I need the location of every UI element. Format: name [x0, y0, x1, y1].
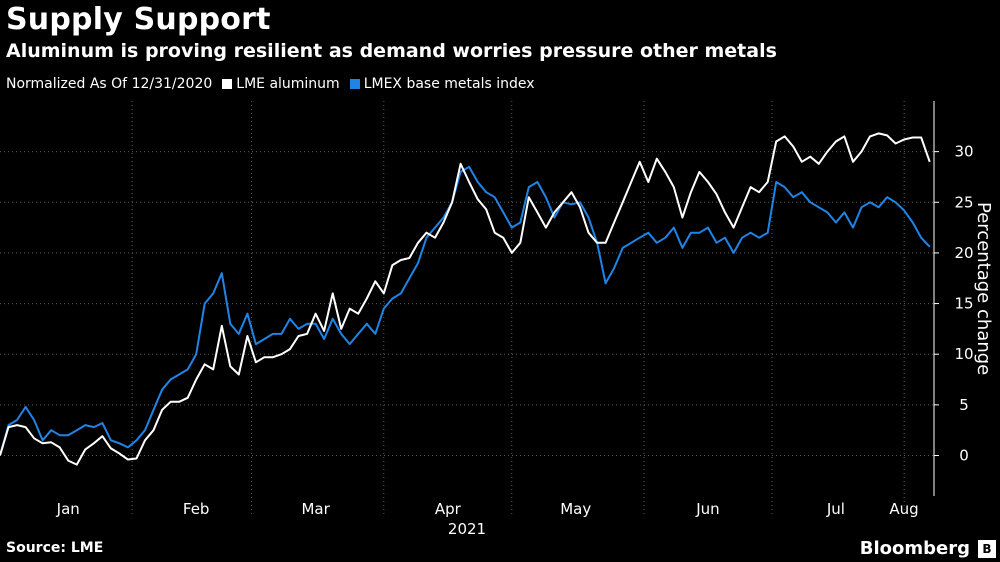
x-tick-label: May [560, 500, 591, 518]
series-layer [0, 132, 931, 466]
chart-subtitle: Aluminum is proving resilient as demand … [6, 40, 777, 62]
x-tick-label: Aug [889, 500, 918, 518]
legend-label-lmex-index: LMEX base metals index [363, 76, 535, 92]
source-note: Source: LME [6, 540, 104, 556]
series-line-lmex-index [0, 165, 931, 456]
x-tick-label: Jan [56, 500, 80, 518]
y-tick-label: 30 [954, 143, 973, 161]
y-tick-label: 20 [954, 244, 973, 262]
y-tick-label: 15 [954, 295, 973, 313]
series-line-lme-aluminum [0, 132, 931, 466]
y-axis-label-box: Percentage change [973, 202, 994, 375]
y-tick-label: 10 [954, 345, 973, 363]
legend: Normalized As Of 12/31/2020 LME aluminum… [6, 76, 545, 92]
x-tick-label: Apr [435, 500, 462, 518]
legend-label-lme-aluminum: LME aluminum [236, 76, 340, 92]
bloomberg-logo-icon: B [978, 540, 996, 558]
normalization-note: Normalized As Of 12/31/2020 [6, 76, 213, 92]
axis-layer: 0 5 10 15 20 25 30 Jan Feb Mar Apr May Jun Jul Aug [56, 101, 974, 518]
y-tick-label: 5 [959, 396, 969, 414]
legend-item-lme-aluminum: LME aluminum [222, 76, 340, 92]
legend-swatch-lmex-index [349, 79, 360, 89]
legend-item-lmex-index: LMEX base metals index [349, 76, 535, 92]
x-tick-label: Feb [183, 500, 210, 518]
legend-swatch-lme-aluminum [222, 79, 233, 89]
y-axis-label: Percentage change [973, 202, 994, 375]
x-tick-label: Jun [695, 500, 719, 518]
x-tick-label: Mar [301, 500, 330, 518]
x-tick-label: Jul [826, 500, 845, 518]
x-axis-year-label: 2021 [448, 520, 486, 538]
chart-title: Supply Support [6, 2, 271, 37]
y-tick-label: 0 [959, 446, 969, 464]
y-tick-label: 25 [954, 193, 973, 211]
brand-wordmark: Bloomberg [859, 538, 970, 559]
